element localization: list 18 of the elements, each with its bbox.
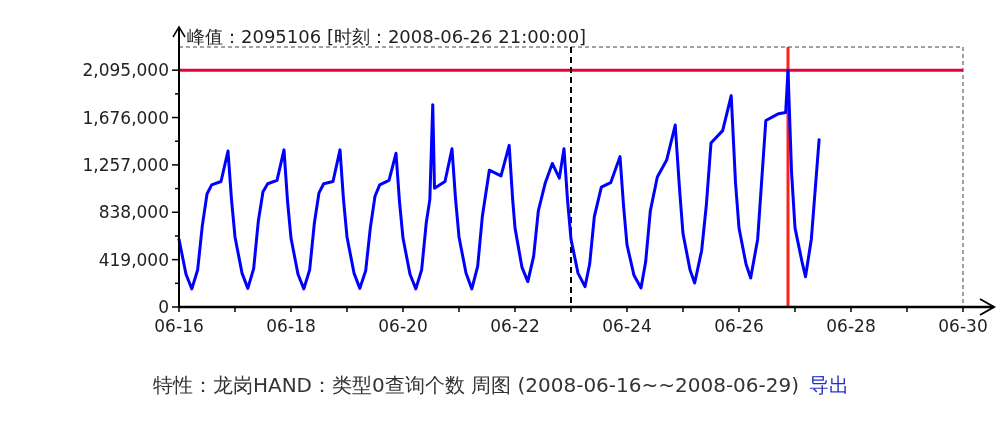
x-tick-label: 06-26	[714, 316, 764, 336]
x-tick-label: 06-16	[154, 316, 204, 336]
y-tick-label: 1,257,000	[82, 154, 169, 175]
text: 特性：龙岗HAND：类型0查询个数 周图 (2008-06-16~~2008-06-29)	[152, 373, 800, 397]
y-tick-label: 1,676,000	[82, 107, 169, 128]
text: 导出	[809, 373, 850, 397]
y-tick-label: 419,000	[98, 249, 169, 270]
annotation: 峰值：2095106 [时刻：2008-06-26 21:00:00]	[187, 26, 587, 47]
line-series	[177, 68, 821, 291]
y-tick-label: 0	[158, 297, 169, 317]
x-tick-label: 06-20	[378, 316, 428, 336]
y-tick-label: 838,000	[98, 202, 169, 223]
x-tick-label: 06-24	[602, 316, 652, 336]
x-tick-label: 06-22	[490, 316, 540, 336]
y-tick-label: 2,095,000	[82, 60, 169, 81]
x-tick-label: 06-30	[938, 316, 988, 336]
x-tick-label: 06-18	[266, 316, 316, 336]
x-tick-label: 06-28	[826, 316, 876, 336]
